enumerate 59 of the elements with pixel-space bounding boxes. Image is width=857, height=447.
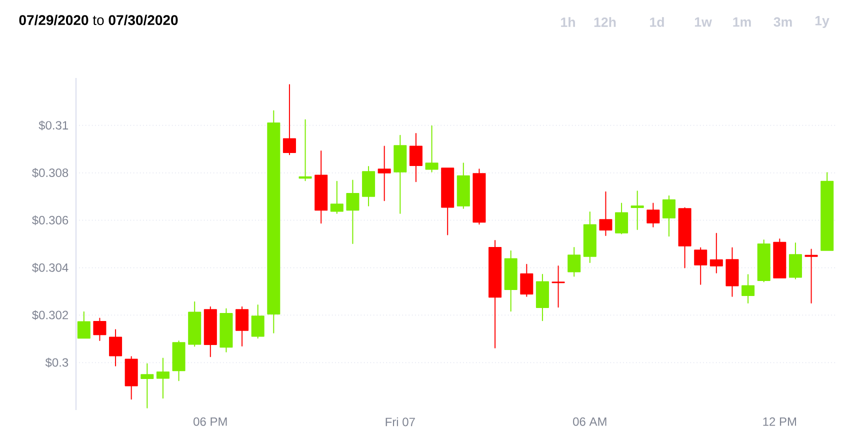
candlestick: [330, 180, 344, 214]
candlestick: [662, 195, 676, 237]
candlestick: [552, 266, 565, 308]
y-tick-label: $0.308: [32, 168, 68, 178]
candlestick: [93, 318, 106, 342]
candlestick: [282, 84, 296, 156]
candlestick: [188, 301, 202, 347]
candlestick: [425, 125, 438, 172]
candlestick: [630, 190, 644, 230]
candlestick: [757, 239, 770, 282]
candlestick: [204, 306, 217, 358]
y-tick-label: $0.31: [38, 120, 68, 130]
candlestick: [298, 119, 312, 182]
candlestick: [726, 247, 739, 297]
candlestick: [236, 306, 249, 346]
candlestick: [504, 250, 518, 312]
candlestick: [520, 264, 534, 297]
candlestick: [267, 110, 280, 334]
candlestick: [172, 340, 186, 382]
y-tick-label: $0.3: [45, 358, 68, 368]
candlestick: [77, 311, 90, 339]
x-tick-label: 06 AM: [573, 417, 606, 426]
candlestick: [536, 274, 549, 322]
candlestick: [804, 248, 818, 304]
y-tick-label: $0.304: [32, 262, 68, 273]
candlestick: [394, 134, 407, 214]
candlestick: [472, 168, 486, 225]
candlestick: [488, 240, 502, 348]
candlestick: [568, 247, 581, 277]
candlestick: [378, 146, 391, 202]
candlestick: [362, 166, 376, 206]
candlestick: [678, 207, 692, 268]
candlestick: [109, 329, 122, 366]
candlestick: [710, 232, 723, 274]
candlestick: [314, 150, 328, 224]
candlestick: [156, 358, 170, 399]
x-tick-label: Fri 07: [386, 417, 415, 426]
candlestick: [220, 308, 233, 352]
candlestick: [346, 180, 360, 244]
candlestick: [820, 172, 834, 251]
candlestick: [773, 238, 786, 278]
candlestick: [124, 356, 138, 400]
chart-title: 07/29/2020 to 07/30/2020: [19, 14, 178, 26]
y-tick-label: $0.306: [32, 215, 68, 226]
candlestick: [646, 202, 660, 228]
y-tick-label: $0.302: [32, 310, 68, 320]
candlestick: [441, 168, 454, 236]
candlestick: [583, 211, 596, 263]
candlestick: [251, 304, 264, 339]
candlestick: [140, 363, 154, 408]
x-tick-label: 06 PM: [194, 417, 227, 426]
candlestick: [456, 162, 470, 209]
x-tick-label: 12 PM: [763, 417, 796, 426]
candlestick: [788, 242, 802, 280]
candlestick: [694, 247, 708, 285]
candlestick: [409, 132, 422, 182]
candlestick: [615, 202, 628, 234]
candlestick: [599, 191, 612, 236]
candlestick: [742, 274, 755, 304]
